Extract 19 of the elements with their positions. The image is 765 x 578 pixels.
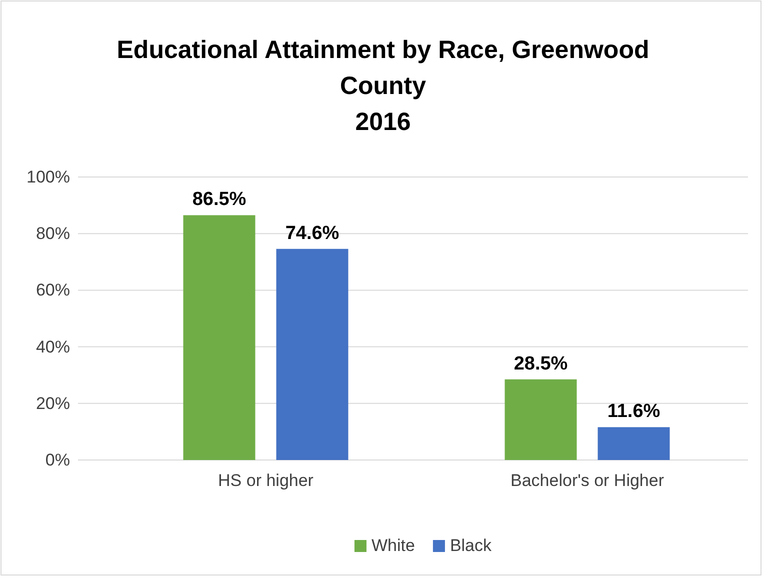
legend-label: Black (450, 536, 492, 555)
y-tick-label: 80% (36, 224, 70, 244)
y-tick-label: 40% (36, 337, 70, 356)
y-tick-label: 60% (36, 280, 70, 300)
data-label: 28.5% (514, 353, 568, 374)
bar (183, 215, 256, 460)
y-tick-label: 100% (26, 167, 70, 186)
bar (598, 427, 670, 460)
bar (504, 379, 577, 460)
chart-title: Educational Attainment by Race, Greenwood County 2016 (116, 36, 650, 136)
bar (276, 248, 348, 460)
legend-label: White (371, 536, 415, 555)
data-label: 74.6% (285, 222, 340, 244)
y-tick-label: 0% (45, 450, 70, 470)
x-tick-label: Bachelor's or Higher (510, 471, 664, 490)
data-label: 11.6% (607, 401, 660, 422)
x-tick-label: HS or higher (218, 471, 314, 490)
data-label: 86.5% (192, 189, 246, 210)
y-tick-label: 20% (36, 394, 70, 413)
